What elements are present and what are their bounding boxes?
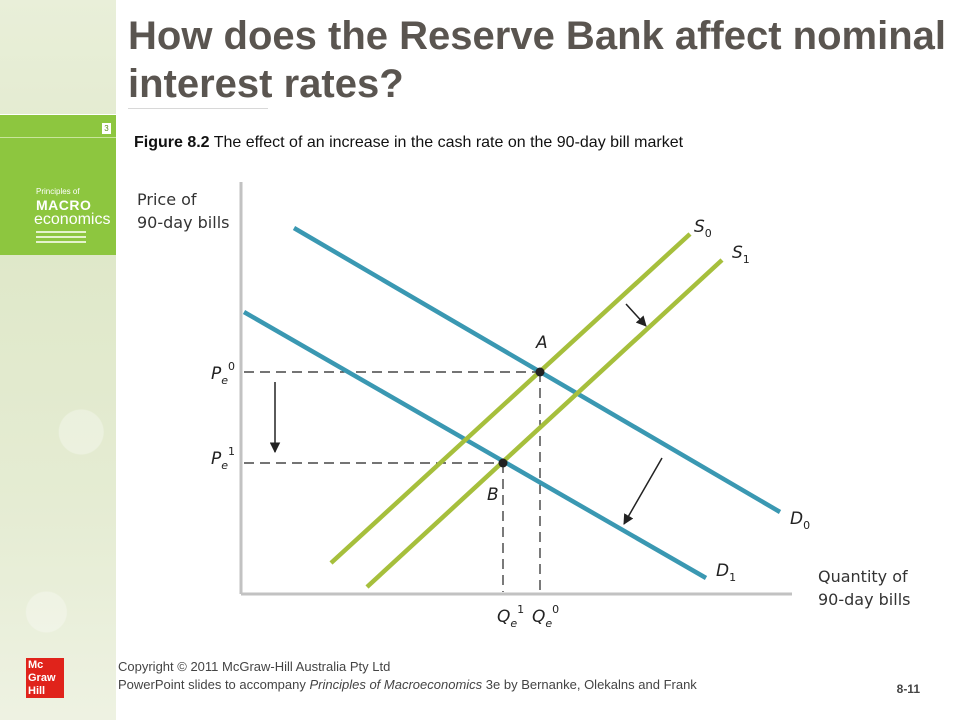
quantity-label-q0: Qe0 xyxy=(532,603,559,630)
price-label-p1: Pe1 xyxy=(211,445,235,472)
logo-line2: Graw xyxy=(28,672,56,684)
demand-curve-d1 xyxy=(242,310,708,580)
y-axis-label: Price of 90-day bills xyxy=(137,190,229,232)
price-label-p0-sub: e xyxy=(221,374,228,387)
curve-label-d0: D0 xyxy=(790,509,810,532)
point-label-b: B xyxy=(487,485,499,505)
y-axis-label-line2: 90-day bills xyxy=(137,213,229,232)
quantity-label-q0-main: Q xyxy=(532,607,545,627)
decorative-side-strip xyxy=(0,0,116,720)
quantity-label-q1-sub: e xyxy=(510,617,517,630)
textbook-cover: 3 Principles of MACRO economics xyxy=(0,114,116,255)
curve-label-d1: D1 xyxy=(716,561,736,584)
supply-shift-arrow xyxy=(625,303,647,327)
demand-shift-arrow xyxy=(623,457,663,525)
book-edition-badge: 3 xyxy=(102,123,111,134)
book-authors xyxy=(36,231,86,246)
quantity-label-q1-main: Q xyxy=(497,607,510,627)
price-label-p1-sub: e xyxy=(221,459,228,472)
equilibrium-point-b xyxy=(498,458,508,468)
point-label-a: A xyxy=(535,333,548,353)
curve-label-s1-name: S xyxy=(732,243,743,263)
book-title-line2: MACRO xyxy=(36,197,92,213)
curve-label-d0-sub: 0 xyxy=(803,519,810,532)
figure-caption-text: The effect of an increase in the cash ra… xyxy=(209,134,684,151)
copyright-line: Copyright © 2011 McGraw-Hill Australia P… xyxy=(118,659,391,674)
y-axis-label-line1: Price of xyxy=(137,190,197,209)
mcgraw-hill-logo: Mc Graw Hill xyxy=(26,658,64,698)
book-rule xyxy=(0,137,116,138)
quantity-label-q0-sup: 0 xyxy=(552,603,559,616)
attribution-book-title: Principles of Macroeconomics xyxy=(309,677,483,692)
quantity-label-q1-sup: 1 xyxy=(517,603,524,616)
price-label-p1-sup: 1 xyxy=(228,445,235,458)
curve-label-d1-sub: 1 xyxy=(729,571,736,584)
quantity-label-q0-sub: e xyxy=(545,617,552,630)
attribution-prefix: PowerPoint slides to accompany xyxy=(118,677,310,692)
x-axis-label-line2: 90-day bills xyxy=(818,590,910,609)
book-title-line3: economics xyxy=(34,211,111,228)
attribution-line: PowerPoint slides to accompany Principle… xyxy=(118,676,697,694)
figure-number: Figure 8.2 xyxy=(134,134,210,151)
supply-curve-s1 xyxy=(365,258,724,589)
price-label-p0: Pe0 xyxy=(211,360,235,387)
logo-line3: Hill xyxy=(28,685,46,697)
price-label-p1-main: P xyxy=(211,449,222,469)
x-axis-label: Quantity of 90-day bills xyxy=(818,567,913,609)
curve-label-d1-name: D xyxy=(716,561,729,581)
logo-line1: Mc xyxy=(28,659,44,671)
page-number: 8-11 xyxy=(896,682,920,696)
curve-label-s0-sub: 0 xyxy=(705,227,712,240)
equilibrium-point-a xyxy=(535,367,545,377)
supply-curve-s0 xyxy=(329,232,692,565)
curve-label-s0: S0 xyxy=(694,217,712,240)
quantity-label-q1: Qe1 xyxy=(497,603,524,630)
curve-label-s0-name: S xyxy=(694,217,705,237)
slide-title: How does the Reserve Bank affect nominal… xyxy=(128,14,947,106)
figure-caption: Figure 8.2 The effect of an increase in … xyxy=(134,134,683,152)
curve-label-d0-name: D xyxy=(790,509,803,529)
book-title-line1: Principles of xyxy=(36,187,80,196)
price-label-p0-main: P xyxy=(211,364,222,384)
curve-label-s1: S1 xyxy=(732,243,750,266)
attribution-suffix: 3e by Bernanke, Olekalns and Frank xyxy=(482,677,697,692)
supply-demand-diagram: Price of 90-day bills Quantity of 90-day… xyxy=(137,182,913,630)
x-axis-label-line1: Quantity of xyxy=(818,567,908,586)
price-label-p0-sup: 0 xyxy=(228,360,235,373)
slide-footer: Copyright © 2011 McGraw-Hill Australia P… xyxy=(118,658,697,694)
curve-label-s1-sub: 1 xyxy=(743,253,750,266)
title-divider xyxy=(128,108,268,109)
